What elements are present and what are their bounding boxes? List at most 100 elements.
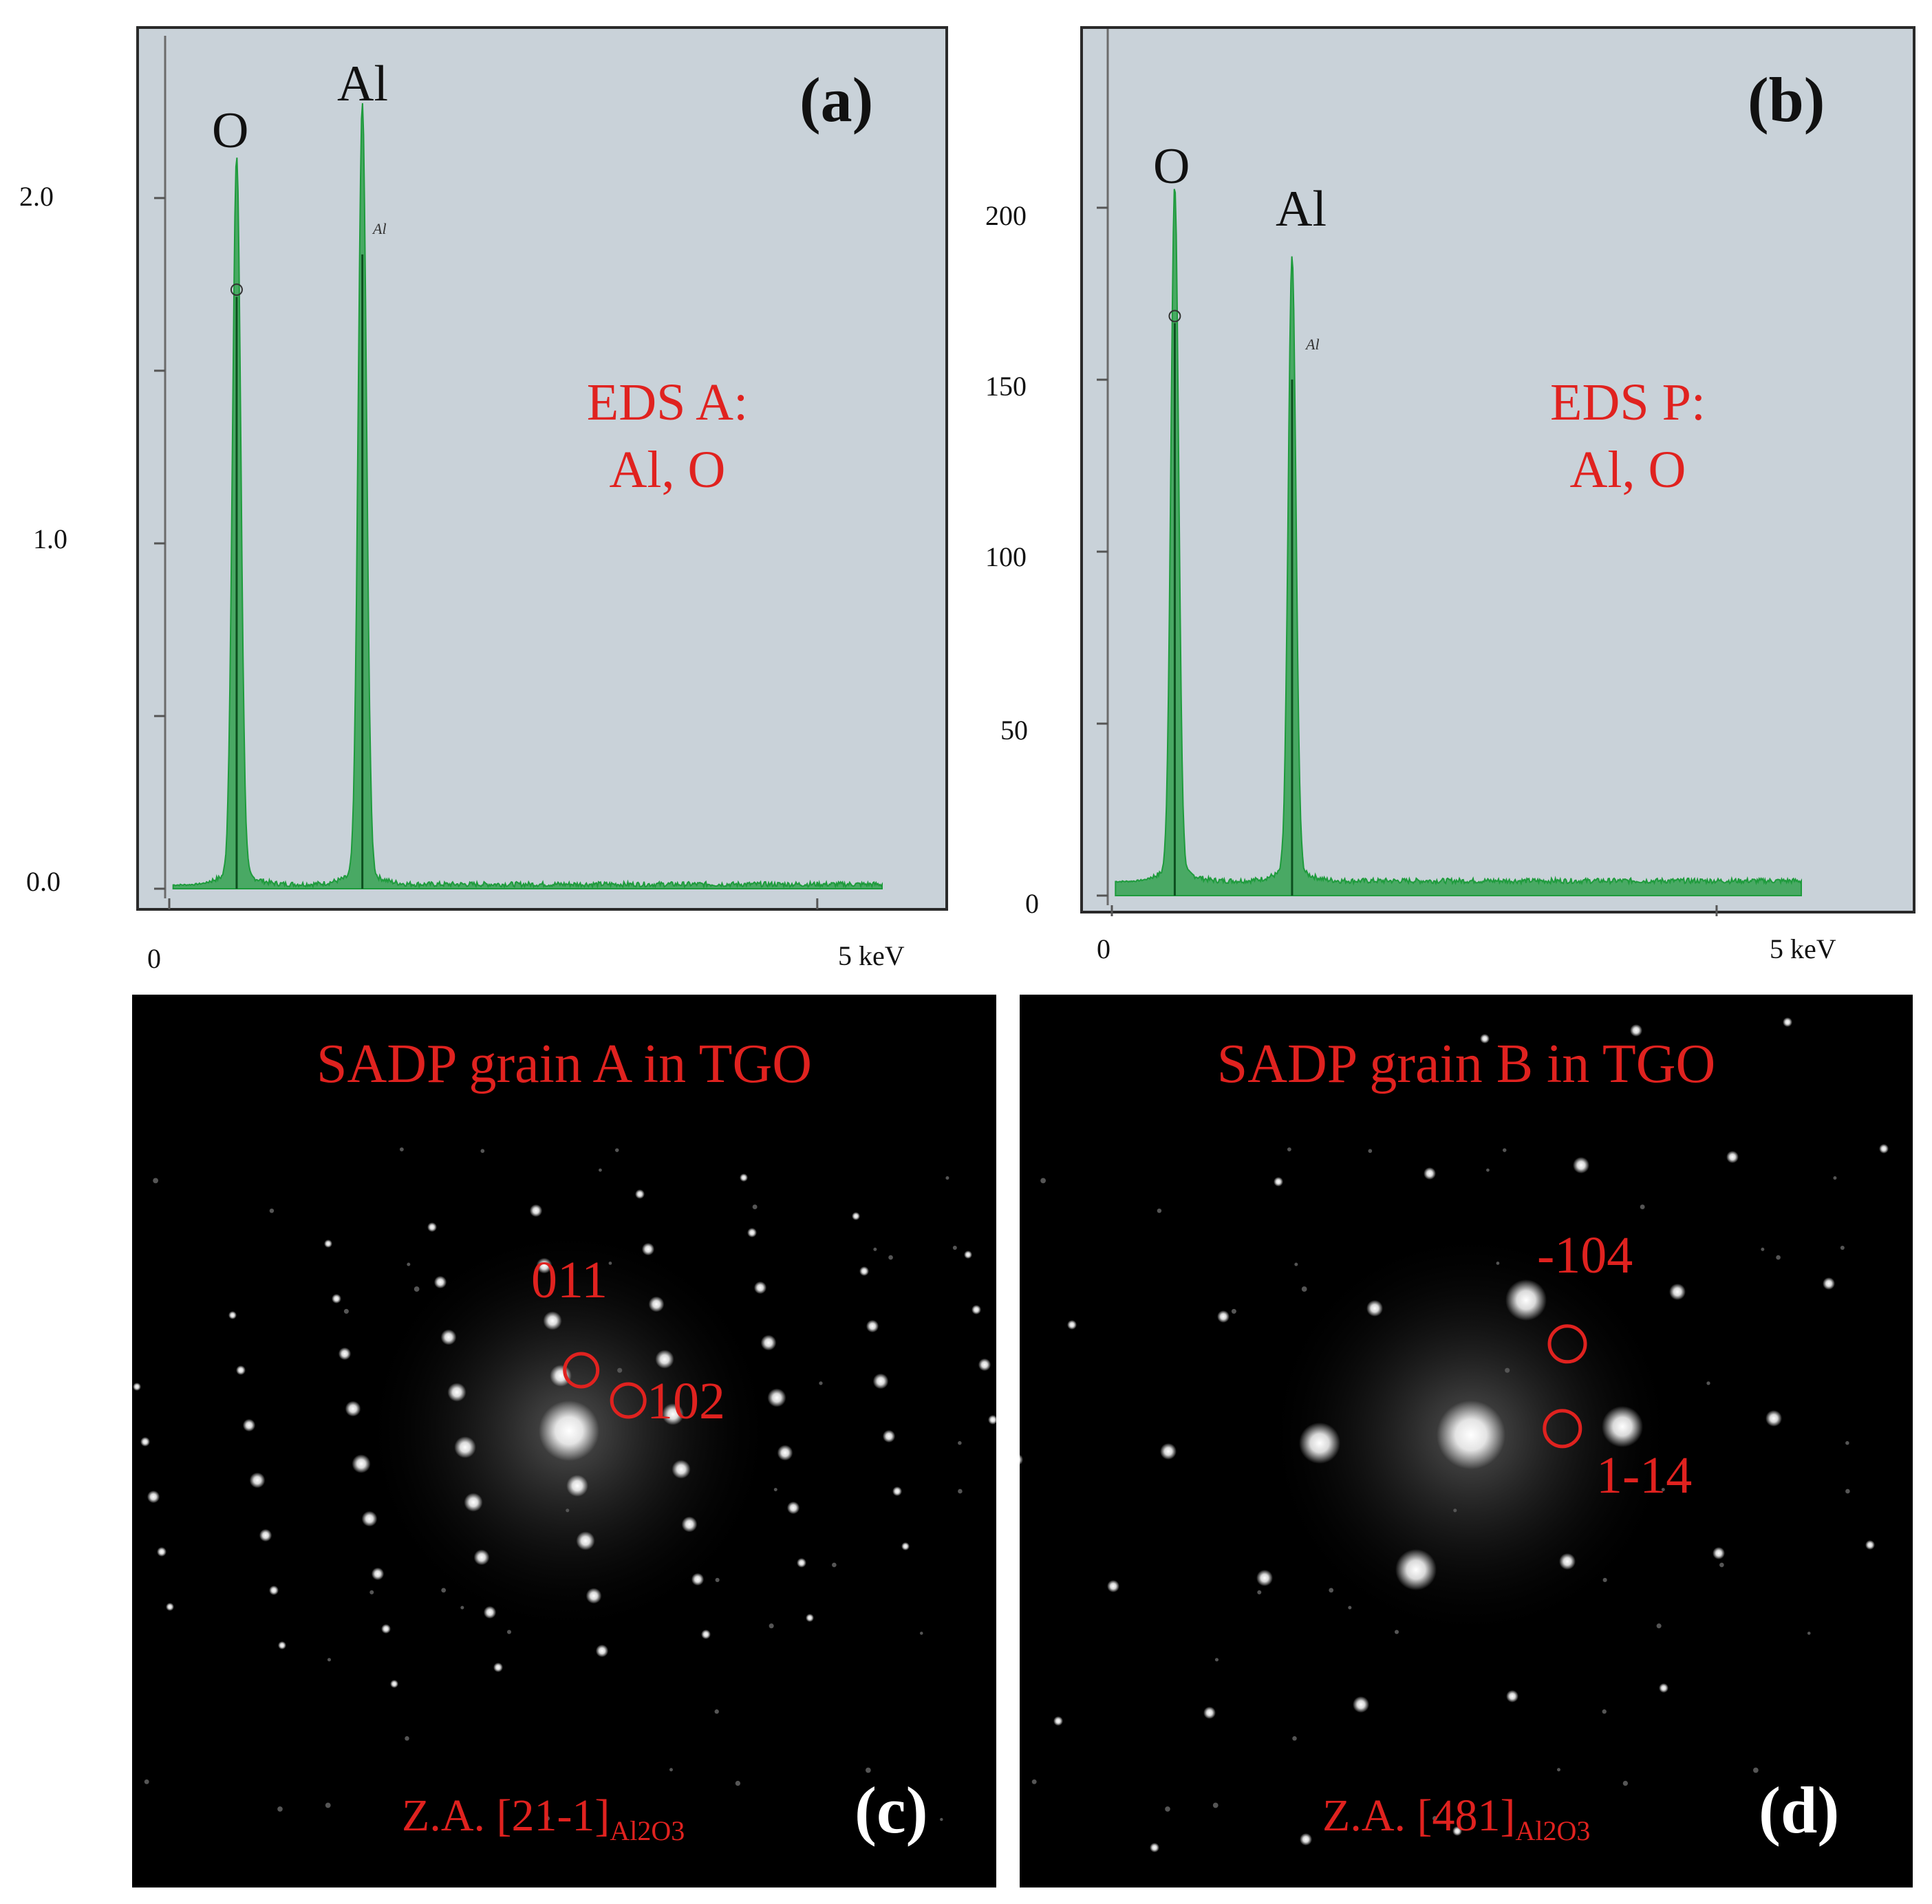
- sadp-c-spot-68: [539, 1400, 599, 1461]
- sadp-c-spot-14: [371, 1567, 385, 1581]
- sadp-c-spot-25: [454, 1436, 476, 1458]
- sadp-d-faint-spot-35: [1807, 1632, 1811, 1635]
- sadp-c-spot-53: [753, 1281, 767, 1295]
- sadp-c-spot-67: [964, 1251, 972, 1259]
- sadp-c-spot-48: [797, 1558, 806, 1568]
- sadp-c-faint-spot-38: [769, 1623, 774, 1629]
- sadp-c-spot-50: [777, 1445, 793, 1461]
- sadp-c-faint-spot-36: [369, 1590, 374, 1594]
- sadp-c-spot-47: [806, 1614, 814, 1622]
- sadp-panel-d: SADP grain B in TGO -104 1-14 Z.A. [481]…: [1020, 995, 1913, 1887]
- sadp-d-spot-8: [1150, 1843, 1159, 1852]
- sadp-d-title: SADP grain B in TGO: [1216, 1034, 1716, 1094]
- sadp-c-spot-66: [972, 1305, 981, 1315]
- sadp-c-faint-spot-26: [832, 1562, 837, 1568]
- sadp-c-spot-32: [576, 1531, 595, 1550]
- sadp-c-spot-61: [859, 1266, 869, 1276]
- panel-label-c: (c): [855, 1773, 928, 1847]
- sadp-c-ring-0: [563, 1352, 600, 1389]
- eds-b-ytick-150: 150: [985, 371, 1027, 402]
- eds-a-ytick-1: 1.0: [33, 523, 67, 554]
- sadp-c-spot-33: [566, 1475, 588, 1497]
- sadp-d-faint-spot-7: [1292, 1736, 1297, 1741]
- eds-a-annotation-line2: Al, O: [609, 441, 726, 499]
- eds-b-ytick-50: 50: [1000, 715, 1028, 746]
- sadp-c-faint-spot-21: [952, 1246, 957, 1251]
- sadp-c-spot-46: [635, 1189, 645, 1199]
- sadp-d-faint-spot-4: [1329, 1588, 1334, 1593]
- sadp-c-zone-axis-index: Z.A. [21-1]: [402, 1791, 610, 1841]
- sadp-c-spot-18: [338, 1347, 352, 1361]
- sadp-c-spot-23: [473, 1549, 490, 1566]
- sadp-d-pattern: [1020, 1017, 1889, 1852]
- eds-a-peak-label-o: O: [212, 102, 249, 159]
- eds-a-plot-area: [136, 26, 948, 911]
- panel-label-a: (a): [799, 65, 874, 135]
- sadp-c-ring-1: [610, 1382, 647, 1419]
- sadp-c-zone-axis: Z.A. [21-1]Al2O3: [402, 1790, 685, 1847]
- sadp-c-faint-spot-1: [460, 1605, 464, 1610]
- eds-a-peak-marker-o: [230, 283, 243, 296]
- sadp-c-spot-24: [464, 1493, 483, 1512]
- eds-a-ytick-0: 0.0: [26, 866, 61, 897]
- sadp-d-faint-spot-30: [1157, 1208, 1162, 1213]
- sadp-d-faint-spot-33: [1752, 1767, 1759, 1773]
- sadp-c-spot-59: [872, 1373, 889, 1389]
- eds-a-ytick-2: 2.0: [19, 181, 54, 212]
- sadp-c-spot-4: [133, 1383, 141, 1391]
- eds-b-annotation-line2: Al, O: [1569, 441, 1686, 499]
- panel-label-d: (d): [1759, 1773, 1840, 1847]
- sadp-d-faint-spot-5: [1031, 1779, 1037, 1784]
- sadp-c-spot-1: [157, 1547, 167, 1557]
- sadp-c-spot-0: [166, 1603, 174, 1611]
- sadp-c-faint-spot-33: [865, 1767, 871, 1773]
- sadp-c-spot-11: [228, 1311, 237, 1319]
- sadp-d-faint-spot-22: [1486, 1168, 1490, 1172]
- sadp-d-faint-spot-6: [1761, 1247, 1765, 1251]
- sadp-c-spot-51: [767, 1388, 786, 1407]
- sadp-c-spot-21: [493, 1663, 503, 1672]
- sadp-d-spot-22: [1506, 1690, 1518, 1702]
- sadp-d-spot-26: [1726, 1151, 1739, 1163]
- sadp-c-faint-spot-22: [599, 1168, 602, 1172]
- sadp-d-faint-spot-31: [1214, 1658, 1219, 1662]
- sadp-d-spot-5: [1160, 1443, 1177, 1460]
- sadp-d-spot-9: [1203, 1707, 1216, 1719]
- sadp-c-faint-spot-4: [441, 1588, 447, 1593]
- sadp-c-faint-spot-5: [144, 1779, 149, 1784]
- sadp-d-spot-6: [1217, 1310, 1230, 1323]
- sadp-c-spot-39: [691, 1572, 705, 1586]
- sadp-d-zone-axis-phase: Al2O3: [1515, 1815, 1591, 1847]
- sadp-d-spot-29: [1713, 1547, 1725, 1559]
- sadp-c-spot-31: [586, 1588, 602, 1604]
- sadp-d-spot-32: [1879, 1144, 1889, 1154]
- sadp-d-spot-label-104: -104: [1537, 1226, 1633, 1284]
- sadp-c-faint-spot-8: [819, 1381, 823, 1385]
- sadp-d-spot-17: [1395, 1549, 1437, 1590]
- sadp-d-faint-spot-24: [1845, 1489, 1850, 1494]
- sadp-d-faint-spot-17: [1040, 1178, 1046, 1184]
- sadp-c-spot-34: [550, 1365, 572, 1387]
- sadp-d-faint-spot-11: [1502, 1148, 1507, 1152]
- sadp-d-faint-spot-3: [1432, 1816, 1437, 1821]
- panel-label-b: (b): [1748, 65, 1825, 135]
- sadp-c-spot-57: [892, 1486, 902, 1496]
- sadp-d-faint-spot-34: [1231, 1308, 1236, 1314]
- sadp-d-zone-axis-index: Z.A. [481]: [1322, 1791, 1516, 1841]
- sadp-d-faint-spot-38: [1656, 1623, 1662, 1629]
- sadp-c-spot-17: [345, 1400, 361, 1417]
- sadp-d-faint-spot-28: [1394, 1630, 1399, 1634]
- sadp-c-title: SADP grain A in TGO: [316, 1034, 813, 1094]
- sadp-d-faint-spot-2: [1845, 1441, 1849, 1445]
- eds-b-spectrum: [1115, 188, 1802, 896]
- eds-a-marker-al: Al: [373, 220, 387, 237]
- sadp-d-faint-spot-12: [1287, 1147, 1291, 1151]
- sadp-c-zone-axis-phase: Al2O3: [610, 1815, 685, 1847]
- sadp-c-spot-35: [543, 1311, 562, 1330]
- sadp-c-faint-spot-20: [325, 1802, 331, 1808]
- sadp-c-faint-spot-39: [715, 1577, 720, 1583]
- sadp-d-spot-2: [1067, 1320, 1077, 1330]
- sadp-c-spot-58: [882, 1429, 896, 1443]
- sadp-c-spot-10: [236, 1365, 246, 1375]
